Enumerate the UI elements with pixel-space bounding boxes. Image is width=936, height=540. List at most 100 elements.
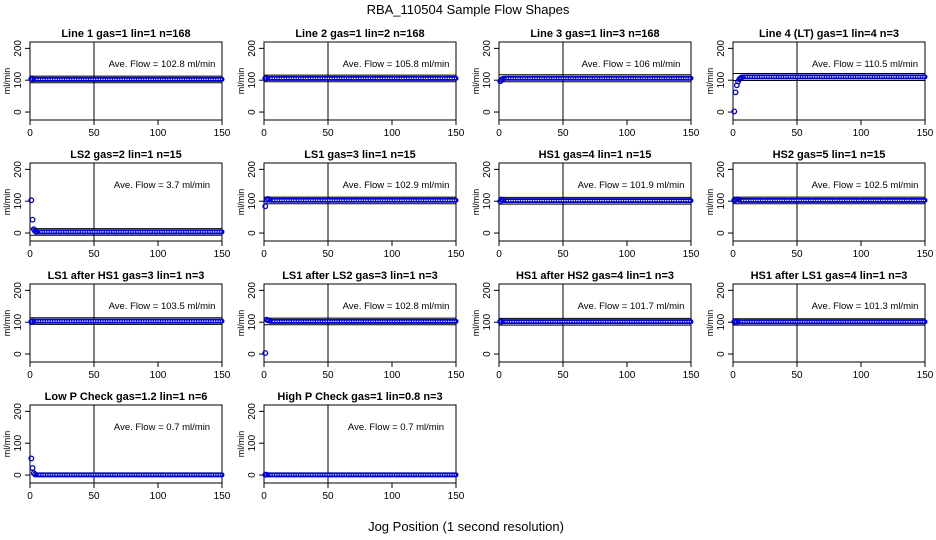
y-tick-label: 0	[716, 109, 727, 115]
y-tick-label: 100	[482, 192, 493, 209]
y-tick-label: 100	[247, 192, 258, 209]
y-tick-label: 100	[13, 313, 24, 330]
x-tick-label: 150	[448, 128, 465, 139]
x-tick-label: 0	[261, 128, 267, 139]
y-axis-label: ml/min	[705, 189, 715, 216]
y-tick-label: 200	[247, 161, 258, 178]
x-tick-label: 50	[791, 370, 803, 381]
y-axis-label: ml/min	[705, 68, 715, 95]
chart-panel-3: Line 3 gas=1 lin=3 n=168 0 100 200 0 50 100 150…	[471, 28, 700, 139]
y-tick-label: 200	[13, 161, 24, 178]
panel-title: HS1 after LS1 gas=4 lin=1 n=3	[751, 270, 908, 282]
chart-panel-8: HS2 gas=5 lin=1 n=15 0 100 200 0 50 100 150 ml/m…	[705, 149, 934, 260]
y-tick-label: 100	[247, 71, 258, 88]
average-flow-annotation: Ave. Flow = 106 ml/min	[582, 59, 681, 70]
x-tick-label: 50	[322, 491, 334, 502]
chart-panel-9: LS1 after HS1 gas=3 lin=1 n=3 0 100 200 0 50 1…	[2, 270, 231, 381]
y-tick-label: 0	[13, 230, 24, 236]
data-point	[733, 318, 740, 325]
panel-title: HS1 gas=4 lin=1 n=15	[539, 149, 652, 161]
x-tick-label: 0	[27, 370, 33, 381]
panel-title: Line 3 gas=1 lin=3 n=168	[530, 28, 659, 40]
x-tick-label: 150	[214, 491, 231, 502]
x-tick-label: 0	[27, 491, 33, 502]
x-tick-label: 50	[322, 370, 334, 381]
x-tick-label: 150	[448, 370, 465, 381]
x-tick-label: 150	[917, 249, 934, 260]
x-tick-label: 150	[448, 249, 465, 260]
x-tick-label: 100	[384, 249, 401, 260]
panel-title: HS1 after HS2 gas=4 lin=1 n=3	[516, 270, 674, 282]
data-point	[263, 471, 270, 478]
x-tick-label: 50	[322, 128, 334, 139]
panel-title: HS2 gas=5 lin=1 n=15	[773, 149, 886, 161]
panel-title: Low P Check gas=1.2 lin=1 n=6	[45, 391, 208, 403]
x-tick-label: 150	[214, 128, 231, 139]
y-tick-label: 0	[482, 351, 493, 357]
y-tick-label: 0	[716, 351, 727, 357]
y-tick-label: 200	[13, 403, 24, 420]
y-axis-label: ml/min	[236, 189, 246, 216]
panel-title: High P Check gas=1 lin=0.8 n=3	[277, 391, 442, 403]
average-flow-annotation: Ave. Flow = 102.5 ml/min	[812, 180, 919, 191]
average-flow-annotation: Ave. Flow = 102.9 ml/min	[343, 180, 450, 191]
y-tick-label: 0	[247, 230, 258, 236]
y-tick-label: 200	[13, 40, 24, 57]
y-tick-label: 0	[482, 230, 493, 236]
y-tick-label: 100	[13, 434, 24, 451]
plot-frame	[29, 162, 223, 242]
chart-panel-14: High P Check gas=1 lin=0.8 n=3 0 100 200 0 50…	[236, 391, 465, 502]
panel-title: Line 2 gas=1 lin=2 n=168	[295, 28, 424, 40]
x-tick-label: 50	[322, 249, 334, 260]
y-tick-label: 200	[716, 40, 727, 57]
average-flow-annotation: Ave. Flow = 101.7 ml/min	[578, 301, 685, 312]
panel-grid: Line 1 gas=1 lin=1 n=168 0 100 200 0 50 100 150…	[2, 28, 934, 502]
x-tick-label: 100	[853, 370, 870, 381]
data-point	[32, 471, 39, 478]
y-tick-label: 200	[716, 161, 727, 178]
data-point	[30, 470, 37, 477]
y-tick-label: 0	[482, 109, 493, 115]
y-axis-label: ml/min	[2, 431, 12, 458]
x-tick-label: 50	[557, 370, 569, 381]
x-tick-label: 0	[730, 128, 736, 139]
x-tick-label: 0	[261, 249, 267, 260]
x-tick-label: 150	[683, 249, 700, 260]
x-tick-label: 0	[730, 249, 736, 260]
data-point	[731, 108, 738, 115]
y-tick-label: 0	[13, 351, 24, 357]
data-point	[263, 75, 270, 82]
chart-panel-1: Line 1 gas=1 lin=1 n=168 0 100 200 0 50 100 150…	[2, 28, 231, 139]
x-tick-label: 100	[853, 249, 870, 260]
y-tick-label: 100	[716, 71, 727, 88]
y-axis-label: ml/min	[705, 310, 715, 337]
data-point	[498, 318, 505, 325]
x-tick-label: 0	[730, 370, 736, 381]
chart-panel-2: Line 2 gas=1 lin=2 n=168 0 100 200 0 50 100 150…	[236, 28, 465, 139]
panel-title: LS1 gas=3 lin=1 n=15	[304, 149, 416, 161]
data-point	[29, 76, 36, 83]
data-point	[29, 465, 36, 471]
y-axis-label: ml/min	[236, 68, 246, 95]
y-axis-label: ml/min	[2, 310, 12, 337]
x-tick-label: 150	[448, 491, 465, 502]
y-tick-label: 200	[13, 282, 24, 299]
y-tick-label: 100	[247, 313, 258, 330]
average-flow-annotation: Ave. Flow = 105.8 ml/min	[343, 59, 450, 70]
y-tick-label: 200	[482, 282, 493, 299]
x-axis-label: Jog Position (1 second resolution)	[368, 519, 564, 534]
x-tick-label: 50	[791, 249, 803, 260]
x-tick-label: 50	[791, 128, 803, 139]
y-tick-label: 100	[482, 71, 493, 88]
y-tick-label: 200	[482, 161, 493, 178]
panel-title: LS1 after LS2 gas=3 lin=1 n=3	[282, 270, 438, 282]
average-flow-annotation: Ave. Flow = 101.3 ml/min	[812, 301, 919, 312]
y-tick-label: 100	[482, 313, 493, 330]
y-tick-label: 0	[247, 351, 258, 357]
data-point	[28, 455, 35, 462]
x-tick-label: 150	[683, 128, 700, 139]
x-tick-label: 100	[384, 370, 401, 381]
y-axis-label: ml/min	[2, 68, 12, 95]
data-point	[29, 216, 36, 223]
data-point	[499, 75, 506, 82]
